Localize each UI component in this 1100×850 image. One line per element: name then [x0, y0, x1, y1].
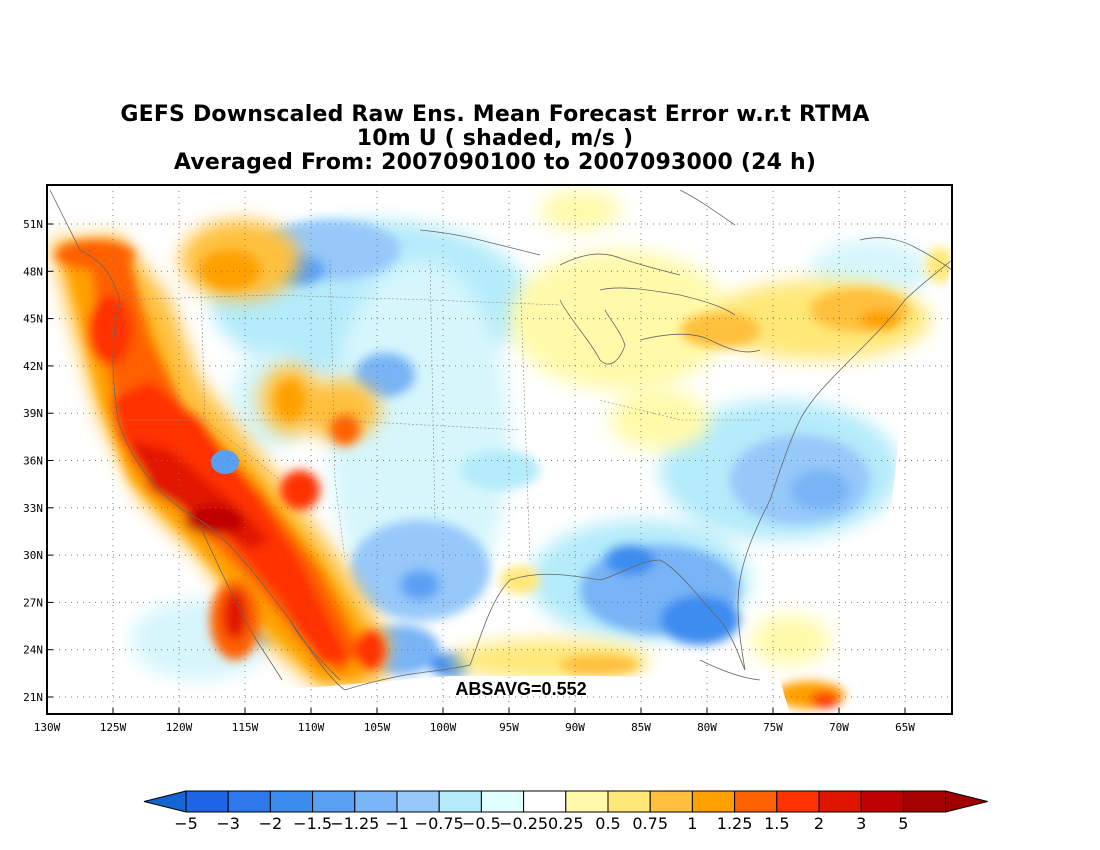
lat-label: 24N	[23, 644, 43, 657]
state-borders	[119, 259, 760, 561]
lon-label: 65W	[895, 721, 915, 734]
lat-label: 42N	[23, 360, 43, 373]
colorbar-label: 0.25	[548, 814, 584, 833]
colorbar-swatch	[227, 790, 271, 813]
colorbar-label: 5	[898, 814, 908, 833]
positive-anomaly-areas	[450, 190, 930, 680]
colorbar-label: 3	[856, 814, 866, 833]
lon-label: 80W	[697, 721, 717, 734]
lat-label: 21N	[23, 691, 43, 704]
colorbar-label: 1	[687, 814, 697, 833]
lat-label: 36N	[23, 455, 43, 468]
colorbar-label: −5	[174, 814, 198, 833]
latitude-labels: 51N 48N 45N 42N 39N 36N 33N 30N 27N 24N 21N	[23, 218, 53, 704]
colorbar-swatch	[565, 790, 609, 813]
colorbar-swatch	[902, 790, 947, 813]
colorbar-label: −3	[216, 814, 240, 833]
title-line-3: Averaged From: 2007090100 to 2007093000 …	[173, 150, 817, 175]
lon-label: 115W	[232, 721, 259, 734]
grid-lines	[47, 185, 952, 714]
lat-label: 45N	[23, 313, 43, 326]
colorbar-swatch	[396, 790, 440, 813]
longitude-labels: 130W 125W 120W 115W 110W 105W 100W 95W 90W 85W 80W…	[34, 708, 915, 734]
lon-label: 90W	[565, 721, 585, 734]
colorbar-label: −0.5	[462, 814, 501, 833]
colorbar-swatch	[438, 790, 482, 813]
colorbar-swatch	[185, 790, 229, 813]
colorbar-label: −2	[259, 814, 283, 833]
lon-label: 105W	[364, 721, 391, 734]
lon-label: 100W	[430, 721, 457, 734]
colorbar-label: −0.25	[499, 814, 548, 833]
colorbar-left-arrow	[143, 790, 187, 813]
lon-label: 70W	[829, 721, 849, 734]
title-line-1: GEFS Downscaled Raw Ens. Mean Forecast E…	[120, 102, 870, 127]
colorbar-swatch	[269, 790, 314, 813]
lat-label: 39N	[23, 407, 43, 420]
colorbar-swatch	[818, 790, 862, 813]
colorbar-swatch	[691, 790, 736, 813]
colorbar-swatch	[354, 790, 398, 813]
lat-label: 27N	[23, 596, 43, 609]
colorbar: −5 −3 −2 −1.5−1.25 −1 −0.75−0.5−0.25 0.25 0.5 0.…	[143, 790, 988, 833]
lon-label: 120W	[166, 721, 193, 734]
lon-label: 75W	[763, 721, 783, 734]
colorbar-swatch	[312, 790, 356, 813]
colorbar-label: 0.75	[632, 814, 668, 833]
map-frame	[46, 184, 953, 715]
colorbar-label: 1.5	[764, 814, 789, 833]
colorbar-label: −0.75	[415, 814, 464, 833]
colorbar-label: −1	[385, 814, 409, 833]
lat-label: 30N	[23, 549, 43, 562]
title-line-2: 10m U ( shaded, m/s )	[356, 126, 634, 151]
colorbar-swatch	[523, 790, 567, 813]
colorbar-label: 2	[814, 814, 824, 833]
lon-label: 95W	[499, 721, 519, 734]
absavg-annotation: ABSAVG=0.552	[455, 679, 586, 699]
colorbar-swatch	[480, 790, 525, 813]
lon-label: 125W	[100, 721, 127, 734]
lat-label: 51N	[23, 218, 43, 231]
lat-label: 33N	[23, 502, 43, 515]
colorbar-swatch	[776, 790, 820, 813]
colorbar-label: −1.5	[293, 814, 332, 833]
lon-label: 130W	[34, 721, 61, 734]
lat-label: 48N	[23, 265, 43, 278]
colorbar-swatch	[649, 790, 693, 813]
colorbar-swatch	[607, 790, 651, 813]
colorbar-label: −1.25	[330, 814, 379, 833]
chart-title: GEFS Downscaled Raw Ens. Mean Forecast E…	[0, 103, 990, 175]
colorbar-swatch	[734, 790, 778, 813]
colorbar-right-arrow	[945, 790, 988, 813]
lon-label: 110W	[298, 721, 325, 734]
colorbar-swatch	[860, 790, 904, 813]
colorbar-label: 1.25	[717, 814, 753, 833]
colorbar-label: 0.5	[595, 814, 620, 833]
lon-label: 85W	[631, 721, 651, 734]
shaded-field	[47, 185, 952, 714]
